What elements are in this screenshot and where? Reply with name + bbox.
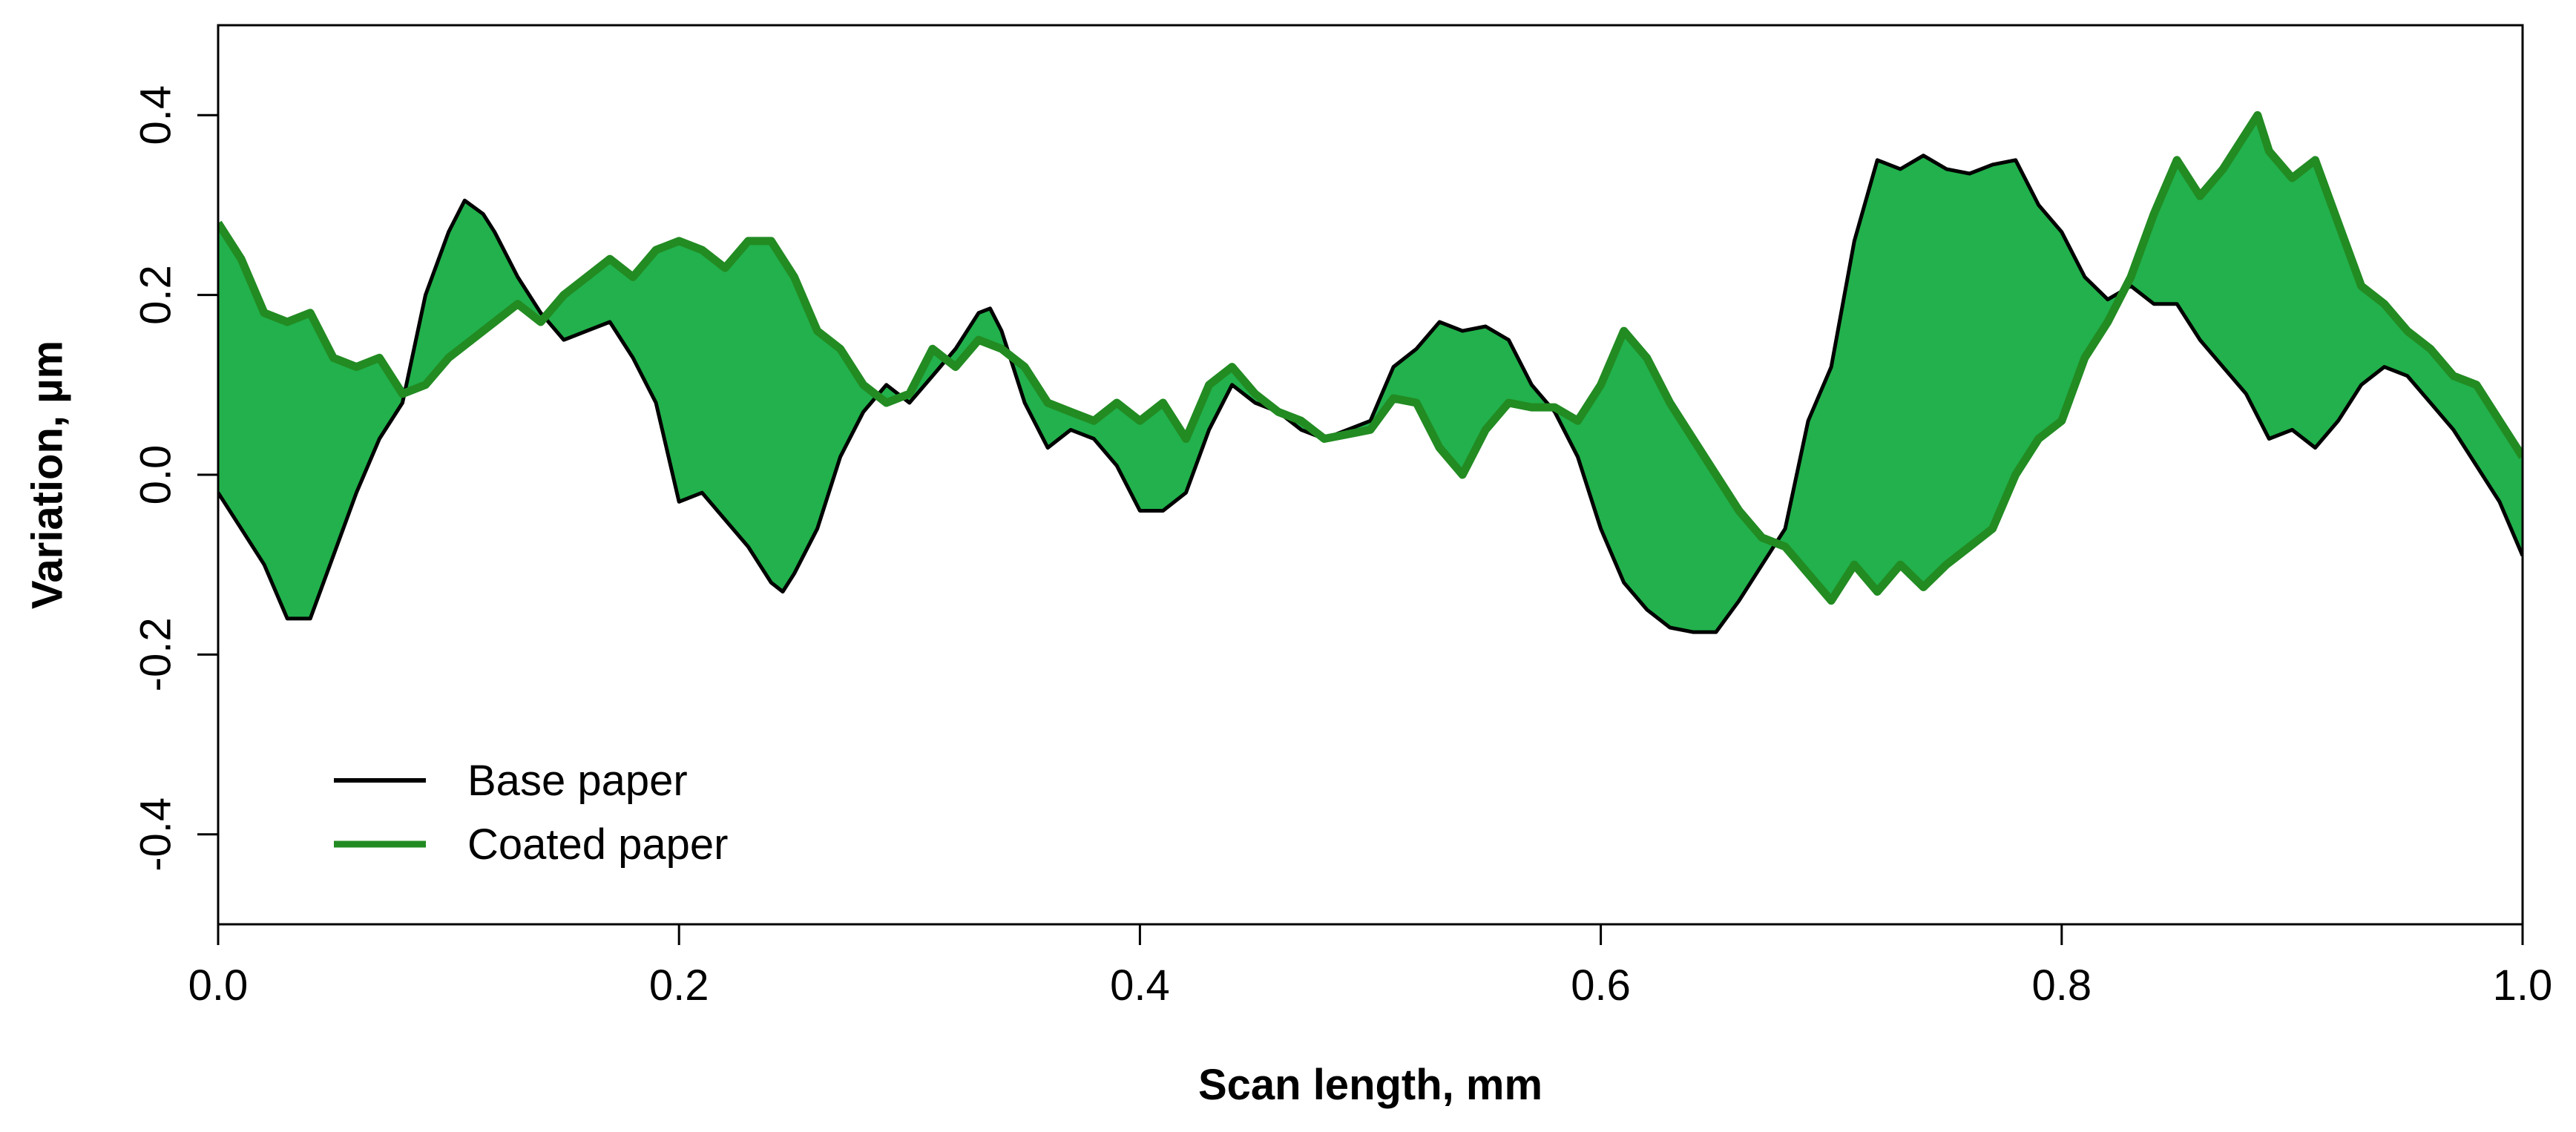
x-tick-label: 0.8 [2031,961,2092,1010]
y-tick-label: 0.2 [131,265,180,325]
fill-between-area [218,115,2523,633]
legend-label: Coated paper [467,820,728,869]
legend: Base paper Coated paper [334,757,728,869]
x-tick-label: 0.6 [1571,961,1631,1010]
x-tick-label: 0.2 [649,961,709,1010]
y-tick-label: -0.4 [131,797,180,872]
x-axis-label: Scan length, mm [1198,1061,1542,1109]
x-tick-label: 0.0 [188,961,249,1010]
y-tick-label: -0.2 [131,617,180,691]
x-tick-label: 0.4 [1110,961,1170,1010]
x-tick-label: 1.0 [2493,961,2553,1010]
y-tick-label: 0.0 [131,445,180,505]
fill-region [218,115,2523,633]
series-line-coated-paper [218,111,2523,605]
y-axis-label: Variation, µm [23,340,71,609]
x-axis: 0.0 0.2 0.4 0.6 0.8 1.0 [188,924,2553,1010]
series-lines [218,111,2523,634]
y-tick-label: 0.4 [131,85,180,145]
y-axis: -0.4 -0.2 0.0 0.2 0.4 [131,85,218,872]
legend-label: Base paper [467,757,688,805]
